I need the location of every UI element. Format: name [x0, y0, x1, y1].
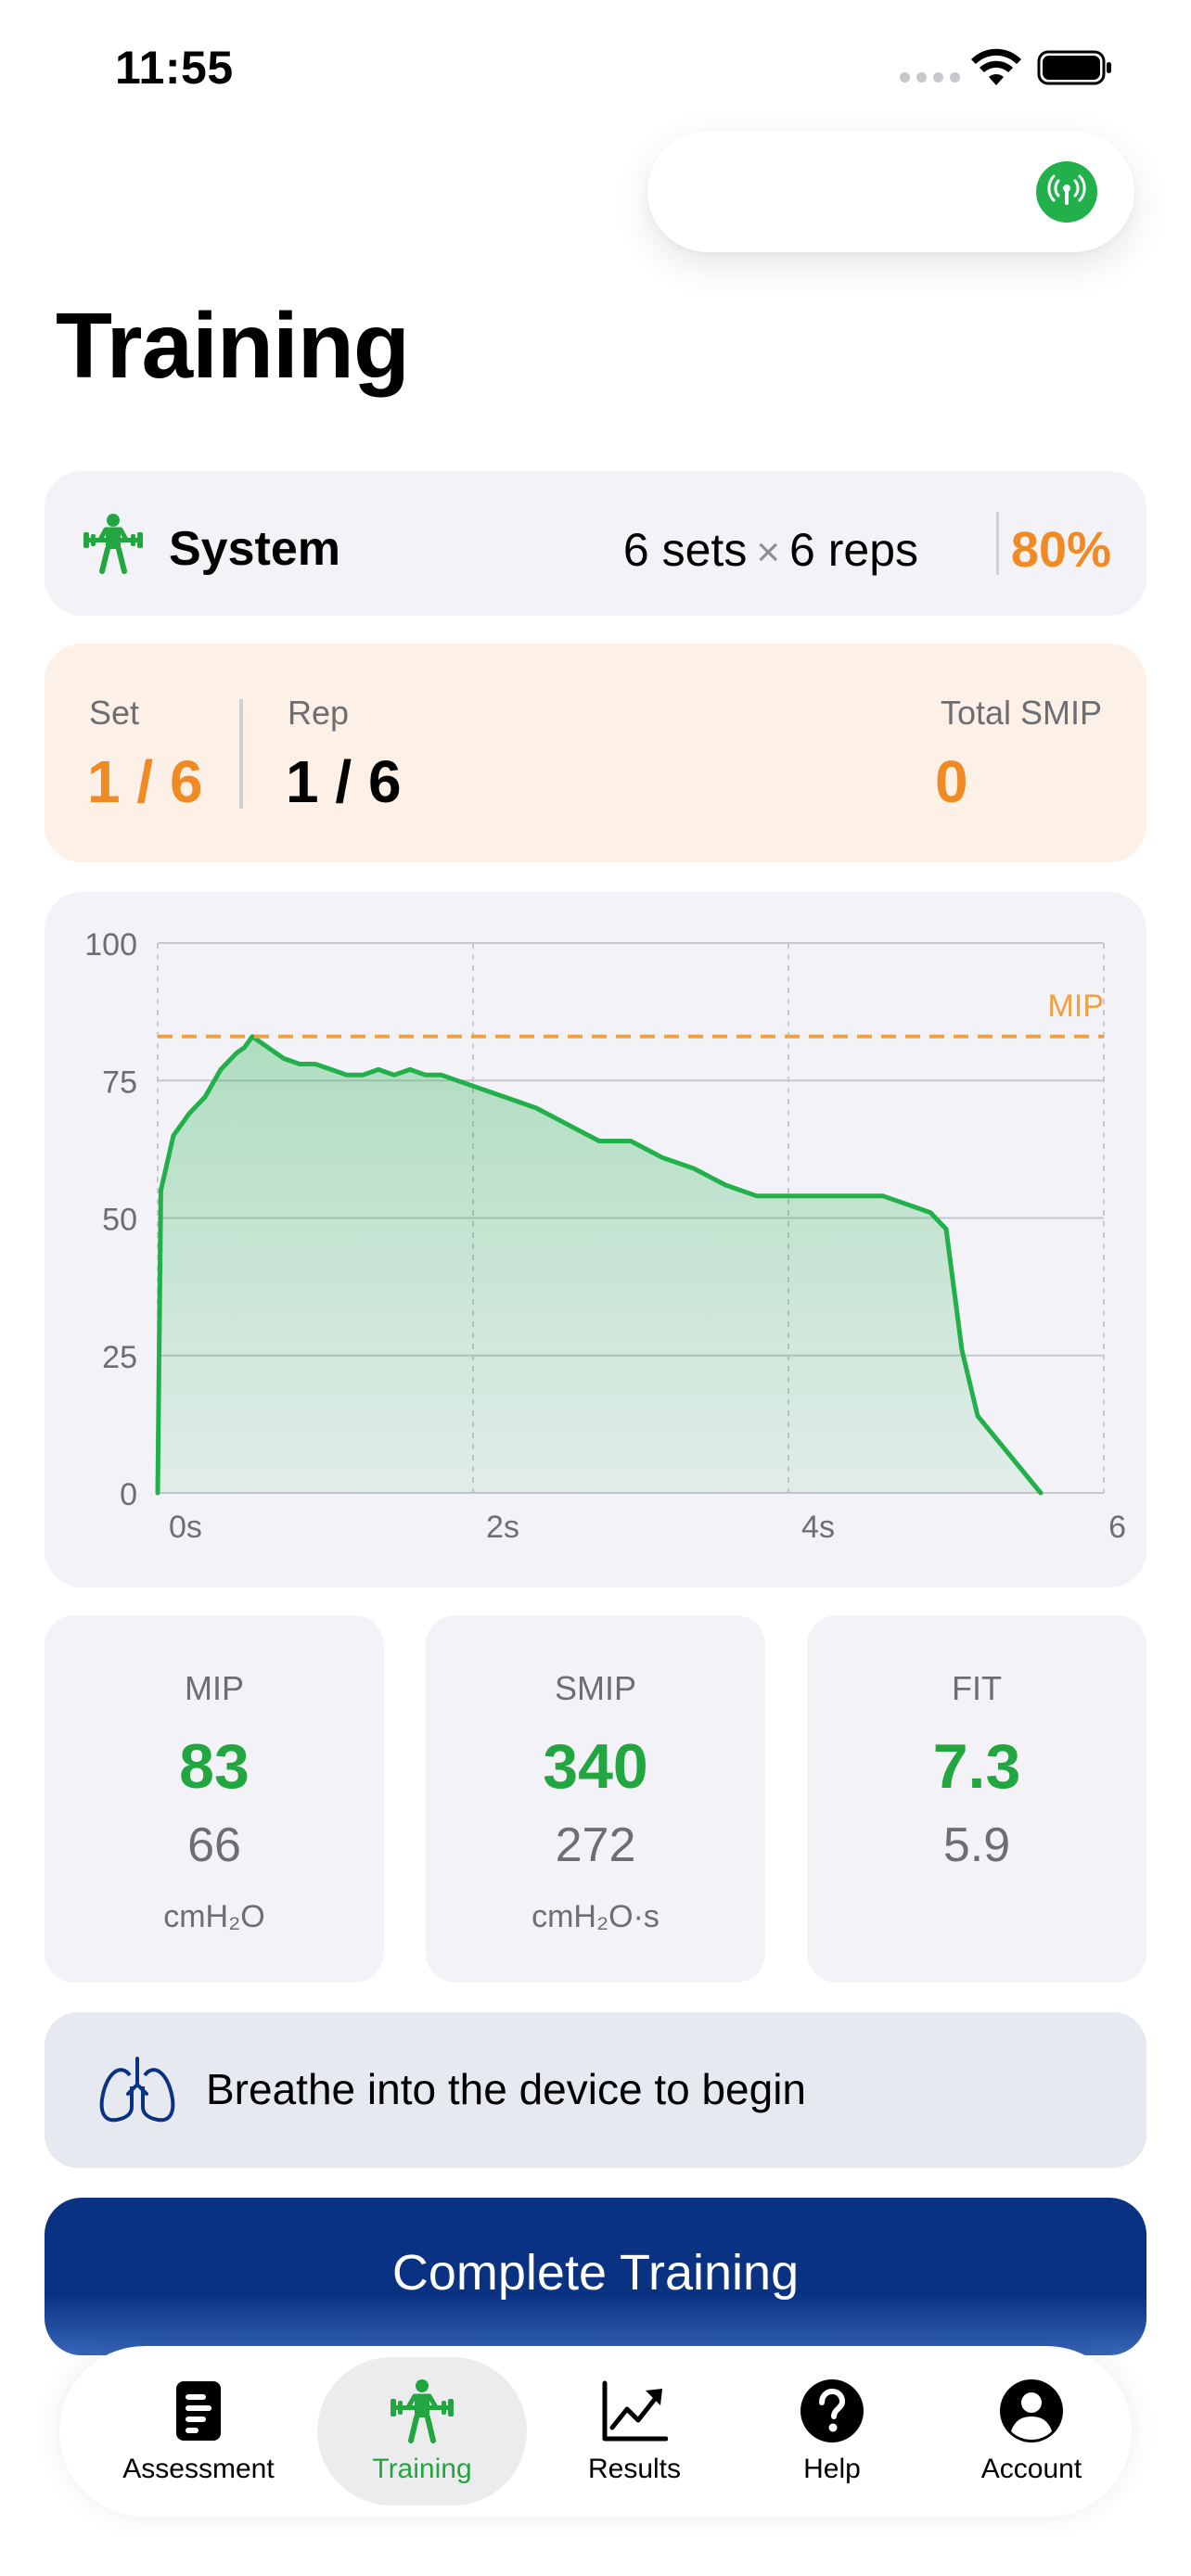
status-time: 11:55 — [115, 42, 234, 94]
total-smip-value: 0 — [935, 748, 968, 815]
y-tick-label: 75 — [102, 1065, 137, 1100]
tab-help[interactable]: Help — [739, 2346, 925, 2517]
stat-card-smip: SMIP 340 272 cmH₂O·s — [426, 1615, 765, 1983]
tab-results[interactable]: Results — [542, 2346, 727, 2517]
tab-account[interactable]: Account — [939, 2346, 1124, 2517]
tab-assessment[interactable]: Assessment — [59, 2346, 338, 2517]
device-connection-pill[interactable] — [647, 131, 1134, 252]
lungs-icon — [99, 2057, 175, 2123]
tab-label: Help — [803, 2454, 861, 2484]
rep-label: Rep — [288, 694, 350, 732]
stat-value: 7.3 — [932, 1731, 1021, 1802]
intensity-percent: 80% — [1010, 522, 1111, 578]
stat-unit: cmH₂O — [163, 1899, 265, 1934]
mip-reference-label: MIP — [1048, 988, 1104, 1024]
training-program-card: System 6 sets × 6 reps 80% — [45, 471, 1146, 616]
stat-target: 272 — [555, 1818, 636, 1872]
x-tick-label: 0s — [169, 1510, 202, 1545]
wifi-icon — [971, 48, 1021, 85]
pressure-chart: 0 25 50 75 100 0s 2s 4s 6 MIP — [45, 892, 1146, 1588]
reps-count: 6 reps — [789, 524, 918, 576]
question-icon — [800, 2379, 864, 2442]
y-tick-label: 0 — [120, 1477, 137, 1512]
chart-trend-icon — [602, 2380, 668, 2442]
cellular-signal-icon — [900, 72, 960, 83]
set-value: 1 / 6 — [87, 748, 203, 815]
pressure-line — [155, 1034, 1044, 1496]
set-label: Set — [89, 694, 140, 732]
tab-label: Assessment — [122, 2454, 275, 2484]
tab-training[interactable]: Training — [317, 2346, 527, 2517]
pressure-chart-svg: 0 25 50 75 100 0s 2s 4s 6 MIP — [84, 927, 1126, 1545]
stat-target: 66 — [187, 1818, 241, 1872]
tab-bar: Assessment Training Results Help — [59, 2346, 1132, 2517]
x-tick-label: 2s — [486, 1510, 519, 1545]
x-tick-label: 4s — [801, 1510, 835, 1545]
stat-card-fit: FIT 7.3 5.9 — [807, 1615, 1146, 1983]
total-smip-label: Total SMIP — [940, 694, 1102, 732]
stat-card-mip: MIP 83 66 cmH₂O — [45, 1615, 384, 1983]
y-tick-label: 100 — [84, 927, 137, 963]
sets-reps: 6 sets × 6 reps — [623, 523, 918, 577]
stat-label: FIT — [952, 1669, 1002, 1707]
stat-label: SMIP — [554, 1669, 636, 1707]
stat-unit: cmH₂O·s — [531, 1899, 660, 1934]
person-icon — [1000, 2379, 1063, 2442]
tab-label: Training — [372, 2454, 472, 2484]
tab-label: Account — [980, 2454, 1082, 2484]
instruction-text: Breathe into the device to begin — [206, 2065, 807, 2113]
rep-value: 1 / 6 — [286, 748, 402, 815]
stat-value: 83 — [179, 1731, 250, 1802]
stat-label: MIP — [184, 1669, 244, 1707]
divider — [996, 512, 999, 575]
times-sign: × — [756, 529, 781, 575]
clipboard-icon — [176, 2381, 221, 2441]
y-tick-label: 50 — [102, 1203, 137, 1238]
pressure-area — [158, 1036, 1041, 1493]
weightlifter-icon — [83, 514, 143, 574]
broadcast-icon — [1036, 161, 1097, 223]
instruction-banner: Breathe into the device to begin — [45, 2012, 1146, 2168]
y-tick-label: 25 — [102, 1340, 137, 1375]
page-title: Training — [56, 294, 410, 398]
stat-target: 5.9 — [942, 1818, 1011, 1872]
weightlifter-icon — [391, 2379, 454, 2443]
sets-count: 6 sets — [622, 524, 748, 576]
x-tick-label: 6 — [1108, 1510, 1126, 1545]
stat-value: 340 — [543, 1731, 648, 1802]
program-name: System — [169, 522, 340, 576]
tab-label: Results — [587, 2454, 682, 2484]
progress-card: Set 1 / 6 Rep 1 / 6 Total SMIP 0 — [45, 644, 1146, 862]
battery-icon — [1037, 50, 1111, 85]
complete-training-button[interactable]: Complete Training — [45, 2198, 1146, 2355]
divider — [239, 699, 243, 809]
